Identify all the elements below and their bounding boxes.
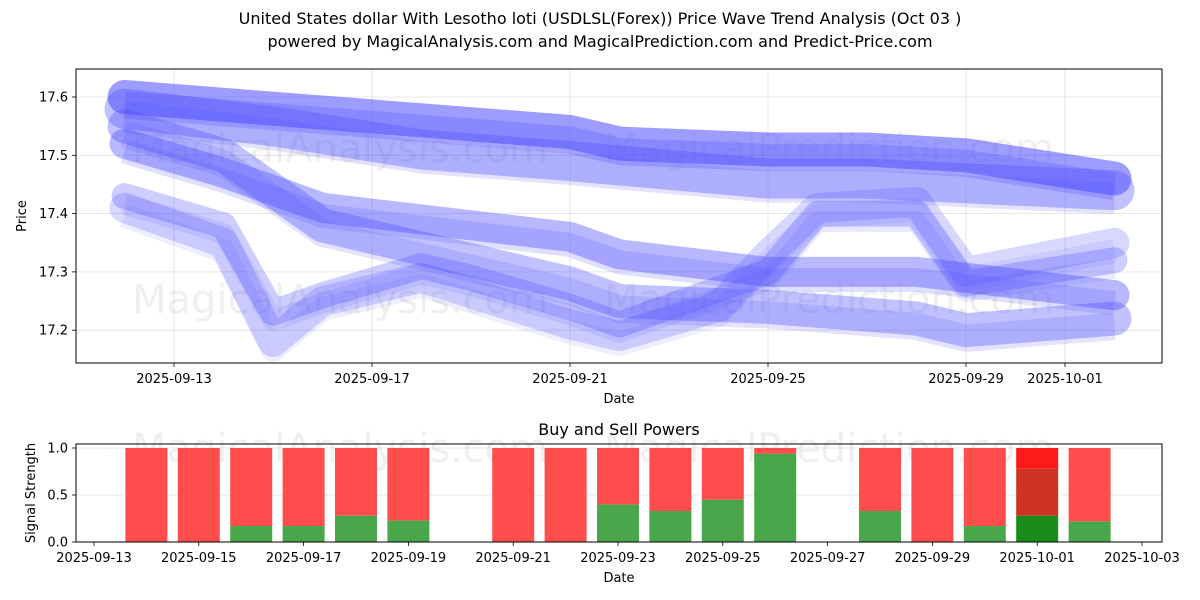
signal-x-axis-label: Date [603, 571, 634, 586]
buy-bar [335, 515, 377, 542]
sell-bar [544, 448, 587, 542]
sell-bar [963, 448, 1006, 527]
buy-bar [597, 504, 639, 542]
buy-bar [754, 453, 797, 542]
signal-axis-ticks: 2025-09-13 2025-09-15 2025-09-17 2025-09-19… [47, 442, 1179, 567]
signal-bars [125, 448, 1111, 542]
price-wave-echo-4 [121, 194, 1117, 343]
chart-subtitle: powered by MagicalAnalysis.com and Magic… [267, 32, 933, 51]
signal-x-tick-label: 2025-09-21 [475, 551, 551, 566]
watermark-bottom-right: MagicalPrediction.com [604, 277, 1054, 323]
signal-x-tick-label: 2025-09-25 [685, 551, 761, 566]
buy-bar [282, 526, 325, 542]
sell-bar [387, 448, 430, 521]
price-x-tick-label: 2025-09-17 [334, 372, 410, 387]
signal-x-tick-label: 2025-09-19 [371, 551, 447, 566]
price-axis-ticks: 2025-09-13 2025-09-17 2025-09-21 2025-09-25… [39, 91, 1103, 388]
signal-x-tick-label: 2025-10-03 [1104, 551, 1180, 566]
price-wave-6 [107, 109, 1132, 348]
price-x-tick-label: 2025-09-29 [928, 372, 1004, 387]
sell-bar [1068, 448, 1111, 522]
sell-bar [597, 448, 639, 505]
price-wave-1 [107, 80, 1132, 196]
price-wave-5 [109, 186, 1130, 357]
sell-bar [335, 448, 377, 516]
sell-bar [125, 448, 168, 542]
sell-bar [911, 448, 954, 542]
watermark-bottom-left: MagicalAnalysis.com [132, 277, 548, 323]
price-y-tick-label: 17.6 [39, 91, 68, 106]
sell-bar [859, 448, 901, 511]
price-y-tick-label: 17.5 [39, 149, 68, 164]
buy-bar [1068, 521, 1111, 542]
sell-bar [282, 448, 325, 527]
buy-bar [649, 510, 692, 542]
sell-bar [701, 448, 744, 500]
price-y-tick-label: 17.4 [39, 207, 68, 222]
sell-bar [1016, 448, 1059, 469]
mixed-bar [1016, 468, 1059, 516]
signal-x-tick-label: 2025-09-23 [580, 551, 656, 566]
signal-y-axis-label: Signal Strength [24, 443, 39, 543]
buy-bar [230, 526, 273, 542]
price-plot-frame [75, 68, 1163, 364]
signal-x-tick-label: 2025-09-29 [895, 551, 971, 566]
price-wave-echo-1 [123, 91, 1117, 201]
signal-x-tick-label: 2025-09-17 [266, 551, 342, 566]
price-wave-echo-6 [120, 121, 1116, 352]
price-x-tick-label: 2025-09-13 [136, 372, 212, 387]
price-x-tick-label: 2025-09-21 [532, 372, 608, 387]
signal-plot-frame [75, 443, 1163, 543]
price-wave-3 [109, 128, 1130, 311]
buy-bar [963, 526, 1006, 542]
price-wave-echo-3 [121, 140, 1116, 316]
buy-bar [1016, 515, 1059, 542]
price-y-axis-label: Price [15, 200, 30, 232]
signal-x-tick-label: 2025-09-27 [790, 551, 866, 566]
price-wave-2 [104, 88, 1135, 211]
buy-bar [701, 499, 744, 542]
price-y-tick-label: 17.3 [39, 265, 68, 280]
sell-bar [492, 448, 535, 542]
signal-x-tick-label: 2025-09-13 [56, 551, 132, 566]
sell-bar [649, 448, 692, 511]
signal-y-tick-label: 0.5 [47, 489, 68, 504]
signal-x-tick-label: 2025-09-15 [161, 551, 237, 566]
signal-chart-title: Buy and Sell Powers [538, 420, 700, 439]
price-y-tick-label: 17.2 [39, 324, 68, 339]
sell-bar [230, 448, 273, 527]
price-wave-echo-5 [120, 197, 1117, 362]
price-wave-echo-2 [122, 100, 1116, 215]
signal-y-tick-label: 1.0 [47, 442, 68, 457]
price-x-axis-label: Date [603, 392, 634, 407]
price-wave-series [104, 80, 1135, 362]
chart-title: United States dollar With Lesotho loti (… [238, 9, 962, 28]
signal-y-tick-label: 0.0 [47, 536, 68, 551]
sell-bar [177, 448, 220, 542]
price-wave-4 [111, 183, 1128, 338]
price-x-tick-label: 2025-09-25 [730, 372, 806, 387]
buy-bar [859, 510, 901, 542]
buy-bar [387, 520, 430, 542]
sell-bar [754, 448, 797, 454]
signal-x-tick-label: 2025-10-01 [999, 551, 1075, 566]
price-x-tick-label: 2025-10-01 [1027, 372, 1103, 387]
